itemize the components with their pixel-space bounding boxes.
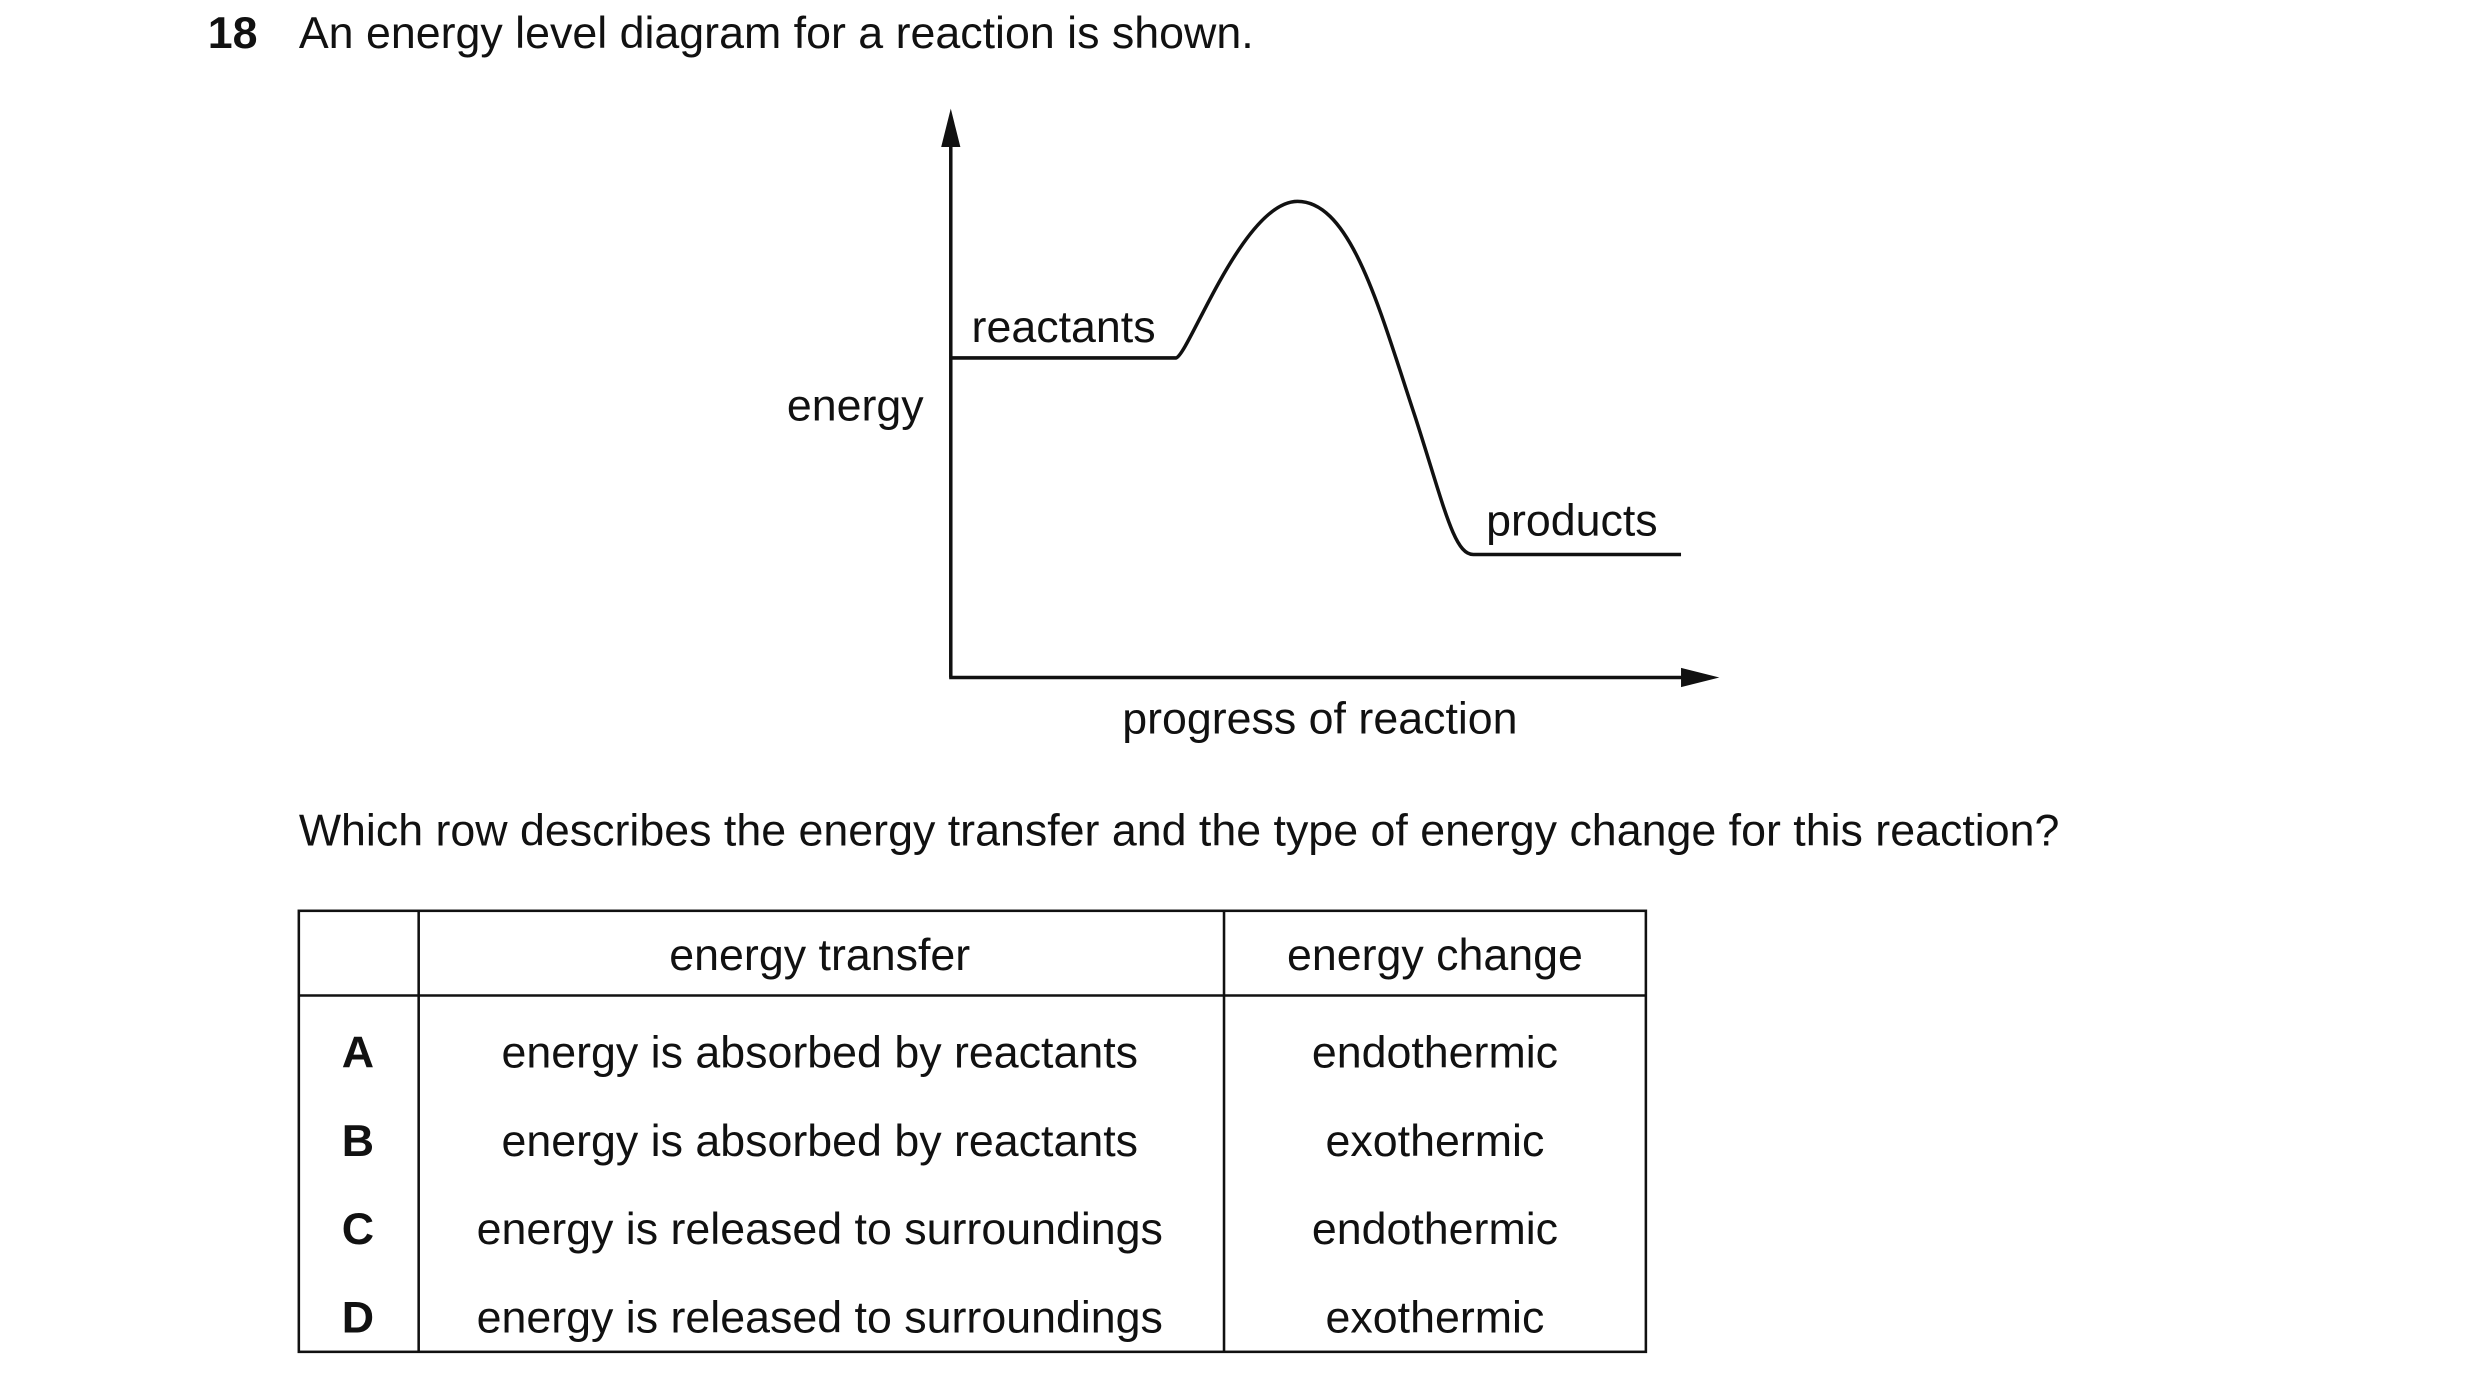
energy-diagram: reactants energy products progress of re… [787, 108, 1720, 743]
energy-change: endothermic [1312, 1027, 1558, 1077]
products-label: products [1486, 495, 1658, 545]
reactants-label: reactants [972, 302, 1156, 352]
energy-curve [950, 199, 1682, 557]
prompt: Which row describes the energy transfer … [299, 805, 2060, 855]
energy-transfer: energy is released to surroundings [477, 1293, 1163, 1343]
x-arrow [1681, 667, 1720, 688]
x-axis-label: progress of reaction [1122, 693, 1517, 743]
y-arrow [941, 108, 961, 148]
row-letter: A [342, 1027, 374, 1077]
table-border [297, 909, 1648, 1354]
energy-transfer: energy is absorbed by reactants [501, 1027, 1138, 1077]
row-letter: B [342, 1116, 374, 1166]
energy-change: exothermic [1326, 1293, 1545, 1343]
table-header: energy change [1287, 930, 1583, 980]
y-axis-label: energy [787, 380, 924, 430]
question-number: 18 [208, 8, 258, 58]
energy-transfer: energy is absorbed by reactants [501, 1116, 1138, 1166]
table-header: energy transfer [669, 930, 970, 980]
energy-transfer: energy is released to surroundings [477, 1204, 1163, 1254]
row-letter: C [342, 1204, 374, 1254]
question-text: An energy level diagram for a reaction i… [299, 8, 1254, 58]
energy-change: endothermic [1312, 1204, 1558, 1254]
energy-change: exothermic [1326, 1116, 1545, 1166]
row-letter: D [342, 1293, 374, 1343]
